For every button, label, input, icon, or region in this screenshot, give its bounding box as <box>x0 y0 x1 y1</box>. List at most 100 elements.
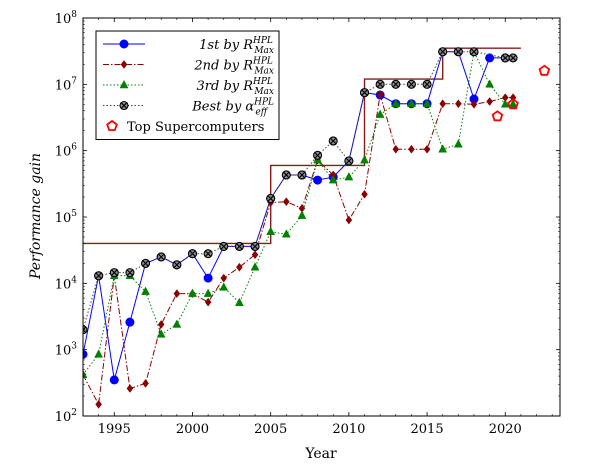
series-4-point <box>94 271 104 281</box>
series-4-point <box>500 53 510 63</box>
legend-entry-4: Best by αHPL eff <box>103 98 274 118</box>
x-tick-label: 1995 <box>98 422 131 437</box>
series-3-point <box>422 98 432 107</box>
series-4-point <box>172 260 182 270</box>
series-3-point <box>438 144 448 153</box>
legend-marker <box>119 100 129 111</box>
series-5-point <box>538 64 551 76</box>
legend-entry-3: 3rd by RHPL Max <box>103 77 274 97</box>
series-3-point <box>250 262 260 271</box>
series-4-point <box>281 170 291 180</box>
series-4-point <box>422 79 432 89</box>
series-4-point <box>156 252 166 262</box>
series-3 <box>83 46 518 378</box>
series-3-point <box>94 349 104 358</box>
legend-label: 1st by RHPL Max <box>199 36 274 56</box>
series-2-point <box>470 99 478 109</box>
series-3-point <box>203 288 213 297</box>
series-3-point <box>281 229 291 238</box>
legend-entry-2: 2nd by RHPL Max <box>103 57 274 77</box>
series-3-point <box>375 109 385 118</box>
series-4-point <box>438 47 448 57</box>
series-3-point <box>188 288 197 297</box>
y-tick-label: 105 <box>55 209 78 226</box>
legend-entry-5: Top Supercomputers <box>106 119 264 135</box>
series-5 <box>491 64 551 122</box>
series-4-point <box>508 53 518 63</box>
y-axis-title: Performance gain <box>28 153 44 280</box>
series-3-point <box>344 172 354 181</box>
series-2-point <box>282 197 290 207</box>
series-3-point <box>141 286 150 295</box>
legend-label: 3rd by RHPL Max <box>197 77 274 97</box>
series-4-point <box>234 241 244 251</box>
series-4-point <box>219 241 229 251</box>
x-tick-label: 2000 <box>176 422 209 437</box>
series-3-point <box>156 329 166 338</box>
series-4-point <box>187 249 198 259</box>
envelope-line <box>83 47 521 245</box>
legend-label: 2nd by RHPL Max <box>193 57 274 77</box>
series-1-point <box>485 53 495 63</box>
series-2-point <box>392 144 400 154</box>
series-2-point <box>486 97 493 106</box>
series-group <box>83 46 551 409</box>
series-5-point <box>507 98 519 110</box>
series-4-point <box>391 79 401 89</box>
legend-marker <box>119 39 129 49</box>
y-tick-label: 107 <box>55 76 78 93</box>
series-1-point <box>109 375 119 385</box>
series-1-point <box>313 175 323 185</box>
series-3-point <box>407 98 416 107</box>
series-2-point <box>126 384 134 393</box>
series-2-point <box>220 273 228 283</box>
series-3-point <box>485 79 495 88</box>
series-4-point <box>453 47 463 57</box>
series-4-point <box>266 193 276 204</box>
y-tick-label: 103 <box>55 342 78 359</box>
series-2-point <box>361 189 368 199</box>
legend-entry-1: 1st by RHPL Max <box>103 36 274 56</box>
series-2-point <box>439 99 447 109</box>
series-3-point <box>391 98 401 107</box>
legend-marker <box>106 119 118 131</box>
series-5-point <box>491 110 504 122</box>
y-tick-label: 106 <box>55 143 78 160</box>
x-axis-title: Year <box>304 446 337 462</box>
series-4-point <box>297 170 307 180</box>
series-2-point <box>423 144 431 154</box>
series-3-point <box>234 297 244 306</box>
legend-marker <box>120 60 128 69</box>
series-2-point <box>345 215 353 225</box>
y-tick-label: 104 <box>55 275 78 292</box>
series-3-point <box>453 139 463 148</box>
series-3-point <box>500 99 510 108</box>
series-3-point <box>360 155 369 164</box>
series-3-point <box>266 226 276 235</box>
series-4-point <box>344 156 354 166</box>
series-2-point <box>204 297 212 307</box>
series-4-point <box>125 268 135 278</box>
series-4-point <box>469 47 479 57</box>
series-4-point <box>313 150 323 160</box>
series-4-point <box>203 249 213 259</box>
series-4-point <box>141 258 151 268</box>
series-2-point <box>236 262 243 272</box>
x-tick-label: 2020 <box>489 422 522 437</box>
x-tick-label: 2010 <box>332 422 365 437</box>
series-1-point <box>203 273 213 283</box>
legend-label: Top Supercomputers <box>127 120 264 135</box>
x-tick-label: 2005 <box>254 422 287 437</box>
series-2-point <box>455 99 462 109</box>
series-3-point <box>83 369 88 378</box>
x-tick-label: 2015 <box>411 422 444 437</box>
series-3-point <box>297 210 307 219</box>
series-4-point <box>359 88 370 98</box>
series-2-point <box>95 399 102 409</box>
series-2-point <box>173 289 181 299</box>
series-4-point <box>328 136 338 146</box>
series-4-point <box>406 79 416 89</box>
axis-ticks: 1995 2000 2005 2010 2015 2020 102 103 104 105 106 1… <box>55 10 560 437</box>
